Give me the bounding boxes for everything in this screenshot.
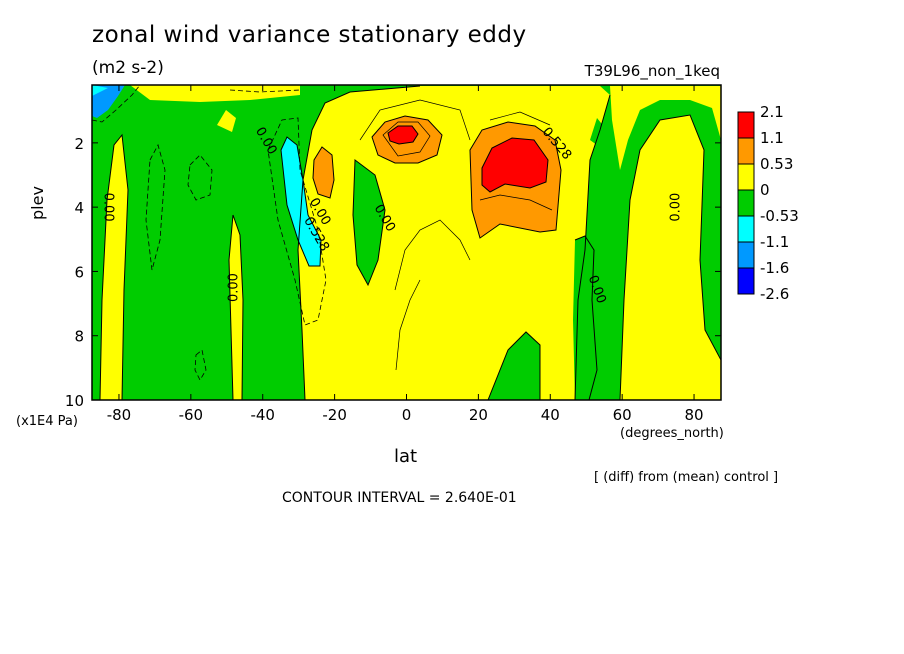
positive-region-north-band [610,86,721,170]
x-axis: -80 -60 -40 -20 0 20 40 60 80 [107,85,704,424]
colorbar-label: 0 [760,181,770,199]
diff-note: [ (diff) from (mean) control ] [594,470,779,485]
contour-label: 0.00 [669,193,684,222]
x-tick-label: -40 [250,406,275,424]
y-axis-title: plev [28,186,47,220]
colorbar-label: -1.1 [760,233,789,251]
x-tick-label: -60 [179,406,204,424]
blue-region-polar [92,85,125,118]
colorbar-swatch [737,215,755,243]
colorbar-swatch [737,189,755,217]
y-tick-label: 8 [74,328,84,346]
run-label: T39L96_non_1keq [584,62,720,80]
contour-lines [99,85,721,400]
colorbar-label: -1.6 [760,259,789,277]
y-tick-label: 2 [74,135,84,153]
x-tick-label: 80 [684,406,703,424]
x-tick-label: 0 [402,406,412,424]
x-tick-label: 20 [469,406,488,424]
positive-region-main [298,86,610,400]
x-axis-unit: (degrees_north) [620,426,724,441]
x-axis-title: lat [394,446,418,467]
y-tick-label: 10 [65,392,84,410]
positive-region-southmid-column [229,215,243,400]
y-axis: 2 4 6 8 10 [65,135,721,410]
positive-region-north-column [620,115,721,400]
positive-region-top-strip [130,85,300,102]
x-tick-label: -80 [107,406,132,424]
colorbar-label: -2.6 [760,285,789,303]
colorbar-label: 1.1 [760,129,784,147]
colorbar-label: 2.1 [760,103,784,121]
red-region-equator [388,126,418,144]
colorbar-label: 0.53 [760,155,793,173]
y-tick-label: 6 [74,263,84,281]
colorbar-swatch [737,137,755,165]
chart-units: (m2 s-2) [92,58,164,78]
colorbar-swatch [737,163,755,191]
x-tick-label: 60 [613,406,632,424]
x-tick-label: -20 [322,406,347,424]
dashed-contours [92,85,327,381]
negative-island-south-deep [488,332,540,400]
negative-island-north [573,236,597,400]
x-tick-label: 40 [541,406,560,424]
contour-interval: CONTOUR INTERVAL = 2.640E-01 [282,490,517,506]
cyan-region-polar [92,85,108,96]
chart-title: zonal wind variance stationary eddy [92,22,527,48]
colorbar: 2.1 1.1 0.53 0 -0.53 -1.1 -1.6 -2.6 [737,103,799,303]
orange-region-south [313,147,334,198]
positive-region-small-tongue [217,110,236,132]
colorbar-swatch [737,267,755,295]
red-region-midlat [482,138,548,192]
colorbar-swatch [737,241,755,269]
negative-island-central [353,160,385,285]
y-tick-label: 4 [74,199,84,217]
contour-label: 0.00 [227,273,242,302]
colorbar-swatch [737,111,755,139]
contour-label: 0.00 [101,193,116,222]
y-axis-unit: (x1E4 Pa) [16,414,78,429]
colorbar-label: -0.53 [760,207,799,225]
